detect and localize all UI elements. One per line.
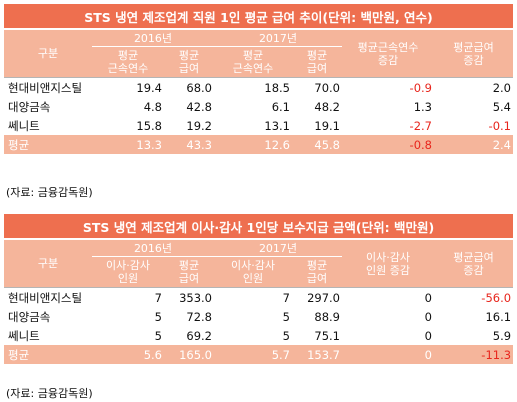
table-title: STS 냉연 제조업계 이사·감사 1인당 보수지급 금액(단위: 백만원)	[4, 214, 514, 240]
cell: 45.8	[292, 135, 342, 154]
cell: 5	[154, 309, 162, 324]
salary-table: STS 냉연 제조업계 직원 1인 평균 급여 추이(단위: 백만원, 연수) …	[4, 4, 513, 154]
source-note: (자료: 금융감독원)	[6, 186, 93, 199]
cell: 13.3	[92, 135, 164, 154]
average-label: 평균	[4, 345, 92, 364]
director-pay-table: STS 냉연 제조업계 이사·감사 1인당 보수지급 금액(단위: 백만원) 구…	[4, 214, 514, 364]
cell: -0.1	[488, 118, 511, 133]
table-row: 현대비앤지스틸 19.4 68.0 18.5 70.0 -0.9 2.0	[4, 77, 513, 97]
table-row: 쎄니트 5 69.2 5 75.1 0 5.9	[4, 326, 513, 345]
cell: -56.0	[434, 287, 514, 307]
cell: 88.9	[314, 309, 340, 324]
company-name: 현대비앤지스틸	[4, 77, 92, 97]
cell: 43.3	[164, 135, 214, 154]
cell: 7	[92, 287, 164, 307]
average-row: 평균 13.3 43.3 12.6 45.8 -0.8 2.4	[4, 135, 513, 154]
cell: -0.8	[342, 135, 434, 154]
table-row: 대양금속 5 72.8 5 88.9 0 16.1	[4, 307, 513, 326]
cell: 5.7	[214, 345, 292, 364]
header-2016-tenure: 평균 근속연수	[92, 46, 164, 78]
cell: 5	[282, 328, 290, 343]
header-director-change: 이사·감사 인원 증감	[342, 239, 434, 288]
company-name: 현대비앤지스틸	[4, 287, 92, 307]
cell: 18.5	[214, 77, 292, 97]
cell: 5.9	[492, 328, 512, 343]
cell: 5	[154, 328, 162, 343]
average-row: 평균 5.6 165.0 5.7 153.7 0 -11.3	[4, 345, 514, 364]
cell: 5.4	[492, 99, 511, 114]
cell: -2.7	[409, 118, 432, 133]
header-2017-pay: 평균 급여	[292, 256, 342, 288]
header-2017-tenure: 평균 근속연수	[214, 46, 292, 78]
cell: 0	[342, 287, 434, 307]
cell: 19.1	[314, 118, 340, 133]
cell: 48.2	[314, 99, 340, 114]
header-pay-change: 평균급여 증감	[434, 239, 514, 288]
cell: 5.6	[92, 345, 164, 364]
cell: 19.4	[92, 77, 164, 97]
cell: 69.2	[186, 328, 212, 343]
cell: 165.0	[164, 345, 214, 364]
cell: 72.8	[186, 309, 212, 324]
cell: 68.0	[164, 77, 214, 97]
cell: 0	[342, 345, 434, 364]
cell: 153.7	[292, 345, 342, 364]
header-year-2017: 2017년	[214, 29, 342, 47]
cell: 4.8	[143, 99, 162, 114]
cell: 70.0	[292, 77, 342, 97]
table-title: STS 냉연 제조업계 직원 1인 평균 급여 추이(단위: 백만원, 연수)	[4, 4, 513, 30]
average-label: 평균	[4, 135, 92, 154]
cell: -0.9	[342, 77, 434, 97]
company-name: 대양금속	[8, 309, 51, 324]
cell: 0	[424, 309, 432, 324]
cell: 2.0	[434, 77, 513, 97]
header-2016-directors: 이사·감사 인원	[92, 256, 164, 288]
cell: 12.6	[214, 135, 292, 154]
cell: 15.8	[136, 118, 162, 133]
cell: 42.8	[186, 99, 212, 114]
cell: 16.1	[485, 309, 512, 324]
cell: 0	[424, 328, 432, 343]
header-year-2016: 2016년	[92, 239, 214, 257]
header-year-2016: 2016년	[92, 29, 214, 47]
header-salary-change: 평균급여 증감	[434, 29, 513, 78]
source-note: (자료: 금융감독원)	[6, 387, 93, 400]
cell: 7	[214, 287, 292, 307]
header-2016-salary: 평균 급여	[164, 46, 214, 78]
company-name: 대양금속	[8, 99, 51, 114]
cell: 5	[282, 309, 290, 324]
cell: 2.4	[434, 135, 513, 154]
header-group: 구분	[4, 239, 92, 288]
header-2017-directors: 이사·감사 인원	[214, 256, 292, 288]
company-name: 쎄니트	[8, 118, 40, 133]
header-2017-salary: 평균 급여	[292, 46, 342, 78]
cell: 13.1	[264, 118, 290, 133]
header-year-2017: 2017년	[214, 239, 342, 257]
table-row: 쎄니트 15.8 19.2 13.1 19.1 -2.7 -0.1	[4, 116, 513, 135]
cell: 1.3	[413, 99, 432, 114]
header-group: 구분	[4, 29, 92, 78]
cell: 19.2	[186, 118, 212, 133]
company-name: 쎄니트	[8, 328, 40, 343]
header-2016-pay: 평균 급여	[164, 256, 214, 288]
cell: -11.3	[434, 345, 514, 364]
cell: 297.0	[292, 287, 342, 307]
table-row: 현대비앤지스틸 7 353.0 7 297.0 0 -56.0	[4, 287, 514, 307]
cell: 6.1	[271, 99, 290, 114]
header-tenure-change: 평균근속연수 증감	[342, 29, 434, 78]
table-row: 대양금속 4.8 42.8 6.1 48.2 1.3 5.4	[4, 97, 513, 116]
cell: 353.0	[164, 287, 214, 307]
cell: 75.1	[314, 328, 340, 343]
